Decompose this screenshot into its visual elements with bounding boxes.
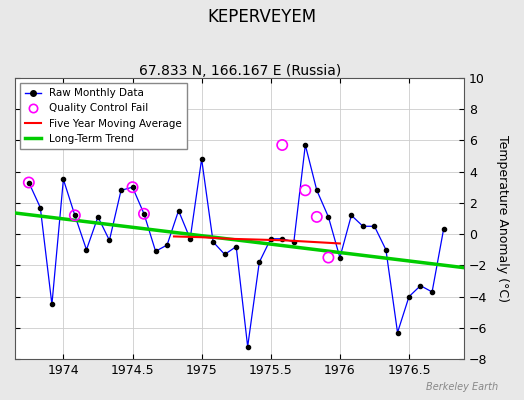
Text: Berkeley Earth: Berkeley Earth xyxy=(425,382,498,392)
Point xyxy=(71,212,79,218)
Point xyxy=(324,254,333,261)
Point xyxy=(278,142,287,148)
Point xyxy=(313,214,321,220)
Title: 67.833 N, 166.167 E (Russia): 67.833 N, 166.167 E (Russia) xyxy=(138,64,341,78)
Text: KEPERVEYEM: KEPERVEYEM xyxy=(208,8,316,26)
Point xyxy=(25,179,33,186)
Legend: Raw Monthly Data, Quality Control Fail, Five Year Moving Average, Long-Term Tren: Raw Monthly Data, Quality Control Fail, … xyxy=(20,83,188,149)
Point xyxy=(301,187,310,194)
Y-axis label: Temperature Anomaly (°C): Temperature Anomaly (°C) xyxy=(496,135,509,302)
Point xyxy=(140,210,148,217)
Point xyxy=(128,184,137,190)
